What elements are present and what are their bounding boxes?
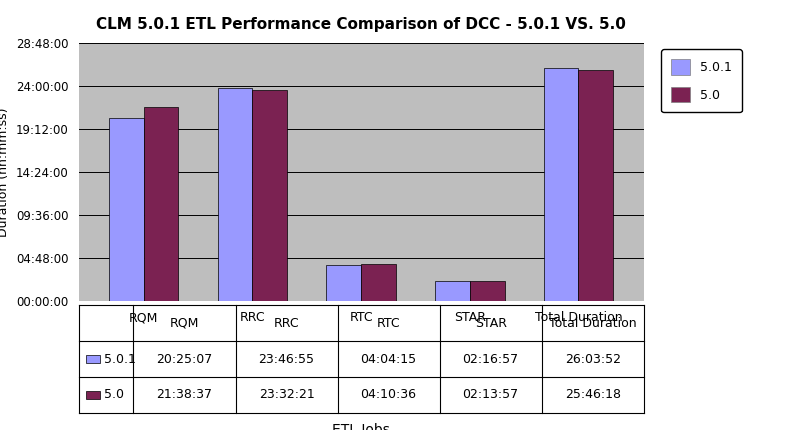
Text: RRC: RRC bbox=[274, 317, 299, 330]
Bar bbox=[361, 264, 396, 301]
Text: 02:16:57: 02:16:57 bbox=[462, 353, 519, 366]
Bar bbox=[144, 107, 178, 301]
Text: 20:25:07: 20:25:07 bbox=[156, 353, 213, 366]
Bar bbox=[579, 70, 613, 301]
Title: CLM 5.0.1 ETL Performance Comparison of DCC - 5.0.1 VS. 5.0: CLM 5.0.1 ETL Performance Comparison of … bbox=[96, 17, 626, 32]
Bar bbox=[469, 281, 505, 301]
Bar bbox=[544, 68, 579, 301]
Bar bbox=[109, 118, 144, 301]
FancyBboxPatch shape bbox=[86, 355, 100, 363]
Text: 04:04:15: 04:04:15 bbox=[360, 353, 417, 366]
Bar bbox=[435, 280, 469, 301]
Text: 23:46:55: 23:46:55 bbox=[258, 353, 315, 366]
Text: 26:03:52: 26:03:52 bbox=[564, 353, 621, 366]
Bar bbox=[253, 90, 287, 301]
Text: ETL Jobs: ETL Jobs bbox=[332, 423, 390, 430]
Text: 21:38:37: 21:38:37 bbox=[156, 388, 213, 401]
Text: 5.0: 5.0 bbox=[104, 388, 124, 401]
Bar bbox=[327, 264, 361, 301]
Bar bbox=[217, 88, 253, 301]
Text: 25:46:18: 25:46:18 bbox=[564, 388, 621, 401]
Text: RTC: RTC bbox=[377, 317, 400, 330]
Text: 02:13:57: 02:13:57 bbox=[462, 388, 519, 401]
Text: Total Duration: Total Duration bbox=[549, 317, 637, 330]
Text: 23:32:21: 23:32:21 bbox=[258, 388, 315, 401]
Text: 04:10:36: 04:10:36 bbox=[360, 388, 417, 401]
Legend: 5.0.1, 5.0: 5.0.1, 5.0 bbox=[661, 49, 742, 112]
Text: 5.0.1: 5.0.1 bbox=[104, 353, 137, 366]
Text: RQM: RQM bbox=[170, 317, 199, 330]
FancyBboxPatch shape bbox=[86, 391, 100, 399]
Y-axis label: Duration (hh:mm:ss): Duration (hh:mm:ss) bbox=[0, 107, 10, 237]
Text: STAR: STAR bbox=[475, 317, 506, 330]
